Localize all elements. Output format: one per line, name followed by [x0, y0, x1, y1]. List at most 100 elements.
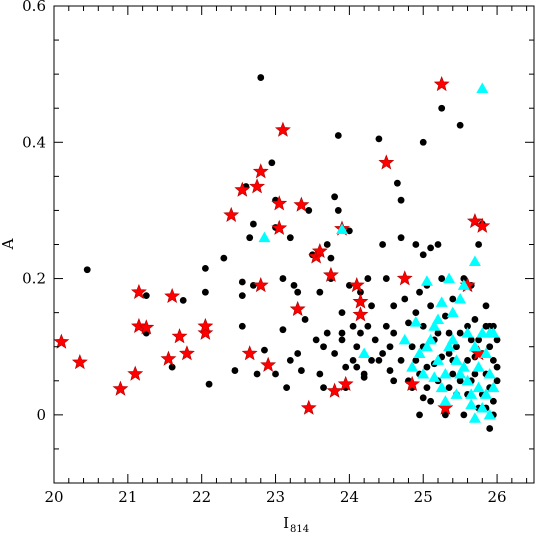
- triangle-point: [480, 347, 492, 359]
- circle-point: [375, 135, 383, 143]
- star-point: [53, 333, 70, 349]
- x-tick-label: 24: [340, 488, 359, 506]
- y-axis-label: A: [0, 238, 17, 250]
- circle-point: [416, 288, 423, 296]
- circle-point: [386, 367, 394, 374]
- triangle-point: [443, 272, 456, 284]
- star-point: [352, 306, 369, 322]
- circle-point: [205, 380, 213, 388]
- triangle-point: [446, 306, 459, 318]
- x-tick-label: 22: [192, 488, 211, 506]
- circle-point: [323, 329, 331, 337]
- circle-point: [323, 241, 331, 248]
- circle-point: [445, 384, 453, 391]
- star-point: [130, 283, 147, 299]
- circle-point: [412, 241, 420, 248]
- circle-point: [334, 207, 342, 214]
- circle-point: [397, 234, 405, 242]
- circle-point: [445, 350, 453, 357]
- circle-point: [316, 370, 324, 378]
- circle-point: [349, 356, 357, 364]
- star-point: [252, 163, 269, 179]
- circle-point: [493, 377, 501, 385]
- circle-point: [253, 370, 261, 378]
- star-point: [352, 293, 369, 309]
- circle-point: [464, 356, 471, 364]
- circle-point: [290, 281, 298, 289]
- circle-point: [416, 411, 423, 419]
- triangle-point: [468, 255, 481, 267]
- circle-point: [297, 367, 305, 374]
- triangle-point: [439, 367, 452, 379]
- circle-point: [327, 254, 335, 262]
- circle-point: [349, 322, 357, 330]
- star-point: [127, 365, 144, 381]
- circle-point: [493, 336, 501, 344]
- circle-point: [179, 296, 187, 304]
- circle-point: [386, 343, 394, 351]
- circle-point: [390, 377, 398, 385]
- circle-point: [419, 138, 427, 146]
- star-point: [404, 375, 421, 391]
- triangle-point: [450, 354, 463, 365]
- circle-point: [283, 384, 291, 391]
- circle-point: [294, 288, 302, 296]
- star-point: [160, 350, 177, 366]
- triangle-point: [358, 347, 371, 359]
- circle-point: [449, 370, 457, 378]
- circle-point: [338, 336, 346, 344]
- circle-point: [83, 266, 91, 274]
- star-point: [311, 242, 328, 259]
- circle-point: [397, 356, 405, 364]
- star-point: [293, 196, 310, 212]
- circle-point: [397, 196, 405, 204]
- star-point: [260, 356, 277, 372]
- triangle-point: [487, 381, 500, 393]
- circle-point: [482, 302, 490, 310]
- triangle-point: [457, 361, 470, 372]
- star-point: [326, 382, 343, 398]
- circle-point: [279, 326, 287, 334]
- y-tick-label: 0: [36, 406, 46, 424]
- circle-point: [142, 292, 150, 300]
- triangle-point: [487, 327, 500, 338]
- circle-point: [231, 367, 239, 374]
- triangle-point: [443, 340, 456, 352]
- triangle-point: [461, 374, 474, 386]
- circle-point: [238, 278, 246, 286]
- y-tick-label: 0.2: [22, 270, 46, 288]
- circle-point: [360, 370, 368, 378]
- circle-point: [331, 350, 339, 357]
- circle-point: [489, 322, 497, 330]
- circle-point: [390, 329, 398, 337]
- triangle-point: [336, 223, 348, 235]
- star-point: [241, 345, 258, 361]
- circle-point: [460, 411, 468, 419]
- triangle-point: [432, 313, 444, 324]
- triangle-point: [439, 395, 452, 406]
- circle-point: [312, 336, 320, 344]
- circle-point: [364, 322, 372, 330]
- circle-point: [419, 322, 427, 330]
- triangle-point: [432, 354, 444, 365]
- circle-point: [419, 394, 427, 402]
- circle-point: [342, 363, 350, 371]
- triangle-point: [435, 381, 448, 393]
- x-axis-label-subscript: 814: [290, 524, 309, 534]
- triangle-point: [483, 408, 496, 420]
- circle-point: [301, 316, 309, 323]
- circle-point: [486, 425, 494, 432]
- circle-point: [412, 356, 420, 364]
- x-tick-label: 20: [44, 488, 63, 506]
- circle-point: [382, 275, 390, 282]
- circle-point: [357, 329, 364, 337]
- star-point: [433, 76, 450, 92]
- tick-labels: 20 21 22 23 24 25 26 0 0.2 0.4 0.6: [22, 0, 506, 506]
- circle-point: [257, 74, 265, 81]
- circle-point: [238, 292, 246, 300]
- circle-point: [482, 322, 490, 330]
- star-point: [348, 277, 365, 293]
- circle-point: [393, 179, 401, 187]
- circle-point: [286, 356, 294, 364]
